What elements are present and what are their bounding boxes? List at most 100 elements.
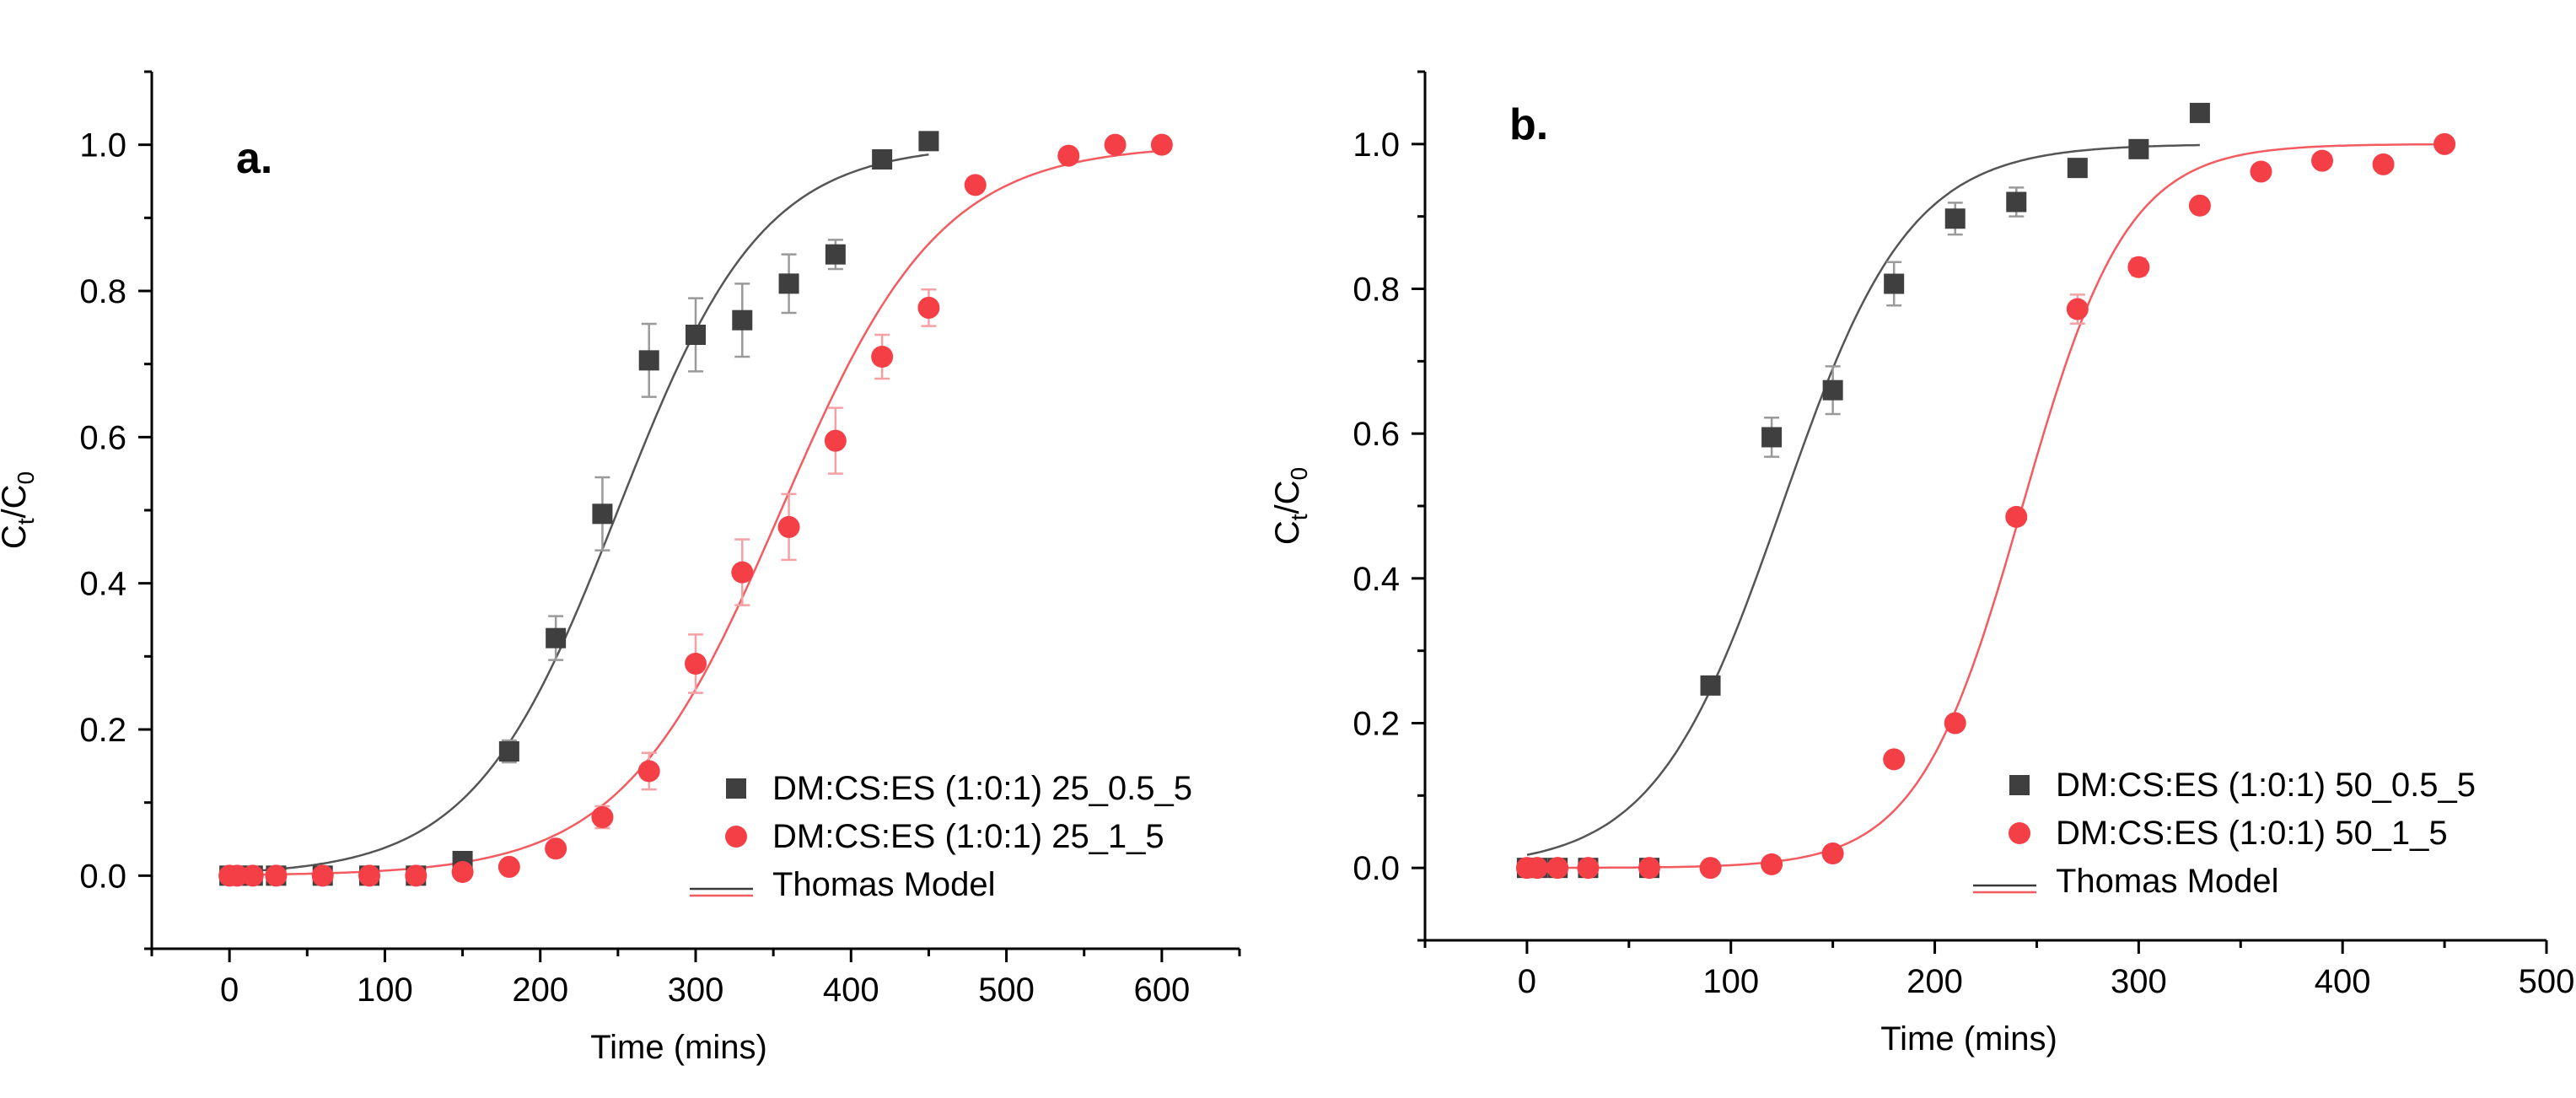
legend: DM:CS:ES (1:0:1) 50_0.5_5 DM:CS:ES (1:0:1… <box>1973 767 2476 900</box>
legend-square-swatch <box>726 778 746 799</box>
data-point-circle <box>358 864 380 887</box>
thomas-model-curve-2 <box>1526 143 2445 869</box>
data-point-circle <box>1699 857 1722 880</box>
y-tick-label: 0.6 <box>1353 416 1400 453</box>
data-point-circle <box>226 864 249 887</box>
data-point-circle <box>1638 857 1660 880</box>
data-point-circle <box>1761 853 1783 875</box>
chart-panel-1: 0 100 200 300 400 500 600 0.0 0.2 0.4 0.6 0.8 1.0 Tim… <box>0 70 1241 1066</box>
y-tick-label: 0.0 <box>79 858 126 895</box>
x-axis-title: Time (mins) <box>1880 1020 2057 1058</box>
x-axis-title: Time (mins) <box>590 1029 767 1066</box>
data-point-square <box>638 350 659 371</box>
x-tick-label: 400 <box>823 972 879 1009</box>
data-point-square <box>1884 273 1905 294</box>
x-tick-label: 300 <box>668 972 724 1009</box>
data-point-circle <box>1526 857 1548 880</box>
panel-label: b. <box>1509 100 1548 149</box>
data-point-square <box>825 244 846 265</box>
data-point-circle <box>2127 256 2150 278</box>
y-tick-label: 0.2 <box>79 712 126 749</box>
x-tick-label: 600 <box>1133 972 1190 1009</box>
data-point-circle <box>777 515 800 538</box>
data-point-square <box>918 131 939 152</box>
y-axis-title: Ct/C0 <box>0 471 39 549</box>
thomas-model-curve-2 <box>229 149 1162 876</box>
data-point-circle <box>2005 505 2028 528</box>
data-point-square <box>1944 208 1966 229</box>
data-point-circle <box>731 561 754 584</box>
thomas-model-curve-1 <box>1526 143 2200 856</box>
x-tick-label: 200 <box>1906 963 1963 1000</box>
x-tick-label: 100 <box>1702 963 1759 1000</box>
legend-label: DM:CS:ES (1:0:1) 25_0.5_5 <box>772 770 1192 807</box>
y-tick-label: 0.6 <box>79 419 126 456</box>
legend-label: DM:CS:ES (1:0:1) 50_1_5 <box>2056 815 2448 852</box>
y-axis-title: Ct/C0 <box>1269 467 1312 545</box>
legend-label: Thomas Model <box>772 866 996 903</box>
data-point-circle <box>1944 712 1966 735</box>
data-point-circle <box>405 864 428 887</box>
data-point-circle <box>964 174 987 196</box>
data-point-circle <box>2433 132 2456 155</box>
data-point-square <box>2067 158 2088 179</box>
data-point-circle <box>871 346 894 368</box>
data-point-square <box>1761 427 1783 448</box>
data-point-circle <box>685 653 707 675</box>
legend-label: Thomas Model <box>2056 863 2279 900</box>
x-tick-label: 300 <box>2111 963 2167 1000</box>
data-point-circle <box>451 861 474 883</box>
y-tick-label: 1.0 <box>79 127 126 164</box>
data-point-circle <box>2188 194 2211 217</box>
x-tick-label: 500 <box>2519 963 2575 1000</box>
data-point-circle <box>1577 857 1600 880</box>
data-point-circle <box>2372 153 2395 175</box>
data-point-circle <box>497 855 520 878</box>
y-tick-label: 0.0 <box>1353 850 1400 887</box>
data-point-circle <box>637 760 660 783</box>
data-point-circle <box>265 864 288 887</box>
data-point-circle <box>2066 298 2089 320</box>
data-point-circle <box>241 864 264 887</box>
data-point-circle <box>545 837 567 860</box>
data-point-square <box>498 741 519 762</box>
data-point-circle <box>2250 160 2272 183</box>
data-point-circle <box>1104 133 1127 156</box>
y-tick-label: 0.8 <box>79 273 126 310</box>
data-point-square <box>872 149 893 170</box>
data-point-square <box>2128 138 2149 159</box>
data-point-circle <box>917 296 940 319</box>
x-tick-label: 0 <box>1518 963 1536 1000</box>
x-tick-label: 0 <box>220 972 239 1009</box>
data-point-square <box>592 503 613 525</box>
data-point-circle <box>2311 149 2333 172</box>
data-point-square <box>686 325 706 345</box>
data-point-circle <box>1150 133 1173 156</box>
thomas-model-curve-1 <box>229 153 929 874</box>
data-point-square <box>732 309 753 331</box>
data-point-square <box>2189 102 2210 123</box>
y-tick-label: 0.8 <box>1353 272 1400 309</box>
x-tick-label: 400 <box>2315 963 2371 1000</box>
legend: DM:CS:ES (1:0:1) 25_0.5_5 DM:CS:ES (1:0:1… <box>690 770 1192 903</box>
data-point-circle <box>1546 857 1569 880</box>
data-point-square <box>2006 191 2027 213</box>
y-tick-label: 0.4 <box>79 566 126 603</box>
data-point-square <box>1700 675 1721 696</box>
data-point-square <box>546 627 567 649</box>
data-point-square <box>778 273 799 294</box>
data-point-circle <box>311 864 334 887</box>
panel-label: a. <box>236 134 272 183</box>
legend-circle-swatch <box>2009 822 2030 844</box>
data-point-circle <box>1821 842 1844 864</box>
x-tick-label: 200 <box>512 972 568 1009</box>
legend-square-swatch <box>2009 775 2030 795</box>
legend-circle-swatch <box>725 826 747 848</box>
data-point-square <box>1822 379 1843 401</box>
x-tick-label: 100 <box>357 972 413 1009</box>
data-point-circle <box>1057 144 1080 167</box>
legend-label: DM:CS:ES (1:0:1) 25_1_5 <box>772 818 1164 855</box>
y-tick-label: 1.0 <box>1353 126 1400 164</box>
y-tick-label: 0.4 <box>1353 561 1400 598</box>
